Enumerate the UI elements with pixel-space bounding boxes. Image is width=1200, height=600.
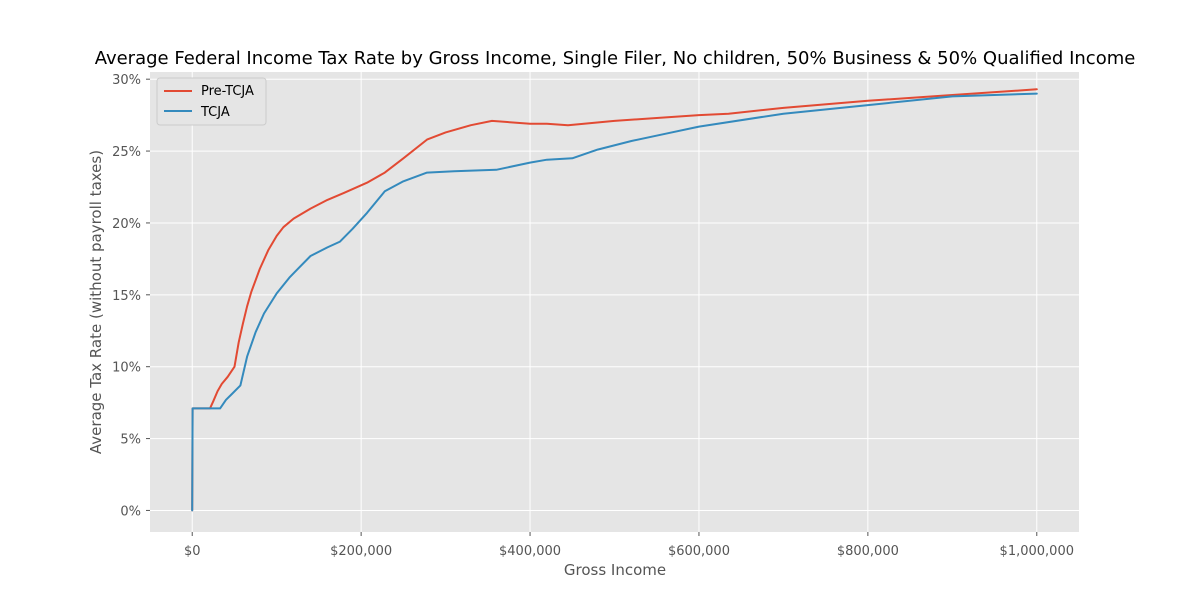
- x-axis-label: Gross Income: [564, 561, 666, 579]
- grid-lines: [150, 72, 1079, 532]
- y-tick-label: 20%: [112, 217, 141, 232]
- x-tick-label: $200,000: [330, 544, 392, 559]
- y-axis-label: Average Tax Rate (without payroll taxes): [87, 150, 105, 454]
- plot-area: [150, 72, 1079, 532]
- y-tick-label: 5%: [120, 433, 141, 448]
- y-tick-label: 10%: [112, 361, 141, 376]
- tick-labels: $0 $200,000 $400,000 $600,000 $800,000 $1,000…: [112, 73, 1074, 559]
- x-tick-label: $1,000,000: [1000, 544, 1074, 559]
- legend-label-tcja: TCJA: [200, 105, 230, 120]
- legend-label-pre-tcja: Pre-TCJA: [201, 84, 254, 99]
- y-tick-label: 15%: [112, 289, 141, 304]
- series-line-pre-tcja: [191, 88, 1038, 512]
- legend: Pre-TCJA TCJA: [156, 77, 267, 126]
- x-tick-label: $400,000: [499, 544, 561, 559]
- legend-box: [156, 77, 267, 126]
- series-lines: [191, 88, 1038, 512]
- y-tick-label: 30%: [112, 73, 141, 88]
- series-line-tcja: [191, 92, 1038, 512]
- x-tick-label: $0: [184, 544, 201, 559]
- y-tick-label: 0%: [120, 504, 141, 519]
- y-tick-label: 25%: [112, 145, 141, 160]
- x-tick-label: $600,000: [668, 544, 730, 559]
- chart-title: Average Federal Income Tax Rate by Gross…: [95, 48, 1136, 69]
- x-tick-label: $800,000: [837, 544, 899, 559]
